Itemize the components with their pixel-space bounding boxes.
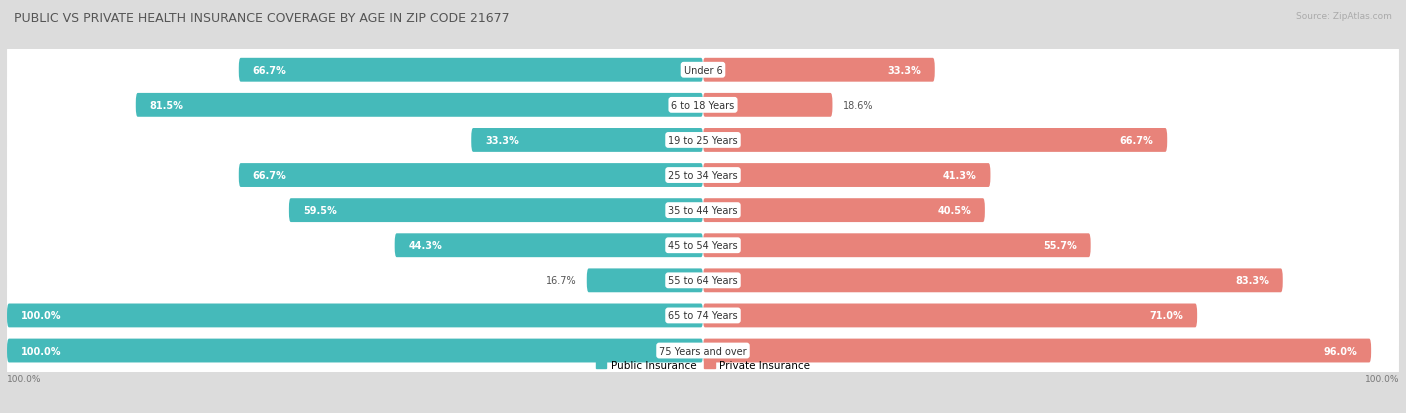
FancyBboxPatch shape (239, 164, 703, 188)
FancyBboxPatch shape (288, 199, 703, 223)
Text: 66.7%: 66.7% (253, 66, 287, 76)
Text: 66.7%: 66.7% (1119, 135, 1153, 146)
FancyBboxPatch shape (703, 304, 1197, 328)
Text: 83.3%: 83.3% (1234, 275, 1268, 286)
FancyBboxPatch shape (703, 199, 984, 223)
FancyBboxPatch shape (239, 59, 703, 83)
Text: 100.0%: 100.0% (21, 311, 62, 320)
Text: 81.5%: 81.5% (149, 101, 184, 111)
FancyBboxPatch shape (7, 246, 1399, 316)
Text: 100.0%: 100.0% (21, 346, 62, 356)
Legend: Public Insurance, Private Insurance: Public Insurance, Private Insurance (596, 360, 810, 370)
FancyBboxPatch shape (471, 129, 703, 152)
Text: 19 to 25 Years: 19 to 25 Years (668, 135, 738, 146)
Text: 100.0%: 100.0% (1364, 375, 1399, 384)
FancyBboxPatch shape (136, 94, 703, 117)
FancyBboxPatch shape (7, 211, 1399, 281)
Text: 25 to 34 Years: 25 to 34 Years (668, 171, 738, 180)
FancyBboxPatch shape (703, 339, 1371, 363)
Text: 75 Years and over: 75 Years and over (659, 346, 747, 356)
FancyBboxPatch shape (586, 269, 703, 292)
Text: 33.3%: 33.3% (887, 66, 921, 76)
Text: 44.3%: 44.3% (409, 241, 443, 251)
FancyBboxPatch shape (7, 36, 1399, 106)
Text: 71.0%: 71.0% (1150, 311, 1184, 320)
Text: 33.3%: 33.3% (485, 135, 519, 146)
Text: 59.5%: 59.5% (302, 206, 336, 216)
FancyBboxPatch shape (703, 59, 935, 83)
Text: 66.7%: 66.7% (253, 171, 287, 180)
Text: PUBLIC VS PRIVATE HEALTH INSURANCE COVERAGE BY AGE IN ZIP CODE 21677: PUBLIC VS PRIVATE HEALTH INSURANCE COVER… (14, 12, 510, 25)
Text: 96.0%: 96.0% (1323, 346, 1357, 356)
FancyBboxPatch shape (703, 164, 990, 188)
Text: Under 6: Under 6 (683, 66, 723, 76)
Text: 55 to 64 Years: 55 to 64 Years (668, 275, 738, 286)
FancyBboxPatch shape (703, 129, 1167, 152)
Text: 100.0%: 100.0% (7, 375, 42, 384)
Text: 45 to 54 Years: 45 to 54 Years (668, 241, 738, 251)
FancyBboxPatch shape (7, 71, 1399, 140)
FancyBboxPatch shape (7, 339, 703, 363)
FancyBboxPatch shape (703, 234, 1091, 258)
FancyBboxPatch shape (703, 94, 832, 117)
FancyBboxPatch shape (7, 176, 1399, 246)
Text: 6 to 18 Years: 6 to 18 Years (672, 101, 734, 111)
FancyBboxPatch shape (395, 234, 703, 258)
FancyBboxPatch shape (7, 106, 1399, 176)
FancyBboxPatch shape (7, 316, 1399, 386)
Text: 18.6%: 18.6% (842, 101, 873, 111)
Text: 40.5%: 40.5% (938, 206, 972, 216)
FancyBboxPatch shape (7, 140, 1399, 211)
Text: 16.7%: 16.7% (546, 275, 576, 286)
Text: 35 to 44 Years: 35 to 44 Years (668, 206, 738, 216)
FancyBboxPatch shape (7, 281, 1399, 351)
Text: Source: ZipAtlas.com: Source: ZipAtlas.com (1296, 12, 1392, 21)
Text: 41.3%: 41.3% (943, 171, 977, 180)
Text: 55.7%: 55.7% (1043, 241, 1077, 251)
FancyBboxPatch shape (703, 269, 1282, 292)
Text: 65 to 74 Years: 65 to 74 Years (668, 311, 738, 320)
FancyBboxPatch shape (7, 304, 703, 328)
